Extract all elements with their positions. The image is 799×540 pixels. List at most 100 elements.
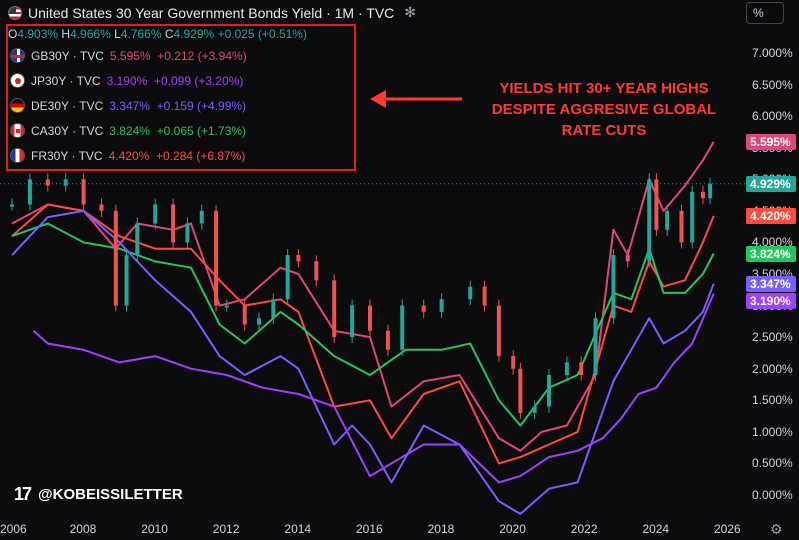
- candle[interactable]: [611, 255, 616, 319]
- uk-flag-icon: [10, 48, 25, 63]
- price-tag: 5.595%: [746, 133, 796, 150]
- candle[interactable]: [496, 305, 501, 357]
- candle[interactable]: [124, 255, 129, 306]
- open-label: O: [8, 27, 18, 41]
- candle[interactable]: [647, 179, 652, 262]
- candle[interactable]: [63, 179, 68, 186]
- y-tick-label: 2.500%: [752, 330, 793, 345]
- legend-symbol: JP30Y · TVC: [31, 73, 101, 88]
- chart-header: United States 30 Year Government Bonds Y…: [8, 4, 416, 21]
- candle[interactable]: [350, 305, 355, 338]
- candle[interactable]: [547, 375, 551, 407]
- candle[interactable]: [665, 210, 670, 230]
- series-candles-us30y[interactable]: [10, 173, 713, 419]
- x-tick-label: 2018: [427, 522, 455, 536]
- candle[interactable]: [700, 191, 705, 199]
- candle[interactable]: [332, 280, 337, 338]
- candle[interactable]: [593, 318, 598, 376]
- series-line-jp30y[interactable]: [32, 293, 715, 484]
- legend-item-jp30y[interactable]: JP30Y · TVC 3.190% +0.099 (+3.20%): [10, 73, 243, 88]
- legend-symbol: CA30Y · TVC: [31, 123, 104, 138]
- candle[interactable]: [708, 183, 713, 199]
- candle[interactable]: [285, 255, 290, 300]
- tradingview-logo-icon: 17: [14, 484, 32, 504]
- candle[interactable]: [113, 210, 118, 306]
- candle[interactable]: [564, 362, 569, 376]
- legend-highlight-box: [6, 24, 356, 171]
- price-tag: 4.420%: [746, 207, 796, 224]
- candle[interactable]: [153, 204, 158, 224]
- legend-item-de30y[interactable]: DE30Y · TVC 3.347% +0.159 (+4.99%): [10, 98, 246, 113]
- x-tick-label: 2026: [714, 522, 741, 536]
- candle[interactable]: [271, 299, 276, 319]
- settings-gear-icon[interactable]: ⚙: [770, 521, 783, 537]
- candle[interactable]: [81, 179, 86, 205]
- change-value: +0.025 (+0.51%): [217, 27, 307, 41]
- watermark-handle: @KOBEISSILETTER: [38, 486, 183, 503]
- candle[interactable]: [439, 299, 444, 312]
- y-tick-label: 1.500%: [752, 393, 793, 408]
- candle[interactable]: [135, 223, 140, 256]
- legend-item-ca30y[interactable]: CA30Y · TVC 3.824% +0.065 (+1.73%): [10, 123, 246, 138]
- candle[interactable]: [224, 305, 229, 308]
- candle[interactable]: [257, 318, 262, 325]
- legend-symbol: DE30Y · TVC: [31, 98, 104, 113]
- y-tick-label: 2.000%: [752, 361, 793, 376]
- annotation-line: YIELDS HIT 30+ YEAR HIGHS: [499, 80, 709, 97]
- candle[interactable]: [214, 210, 219, 306]
- legend-item-gb30y[interactable]: GB30Y · TVC 5.595% +0.212 (+3.94%): [10, 48, 247, 63]
- settings-icon[interactable]: ✻: [404, 4, 417, 20]
- candle[interactable]: [171, 204, 176, 243]
- legend-values: 4.420% +0.284 (+6.87%): [108, 148, 246, 163]
- price-tag: 3.824%: [746, 245, 796, 262]
- series-line-fr30y[interactable]: [11, 203, 715, 465]
- candle[interactable]: [511, 356, 516, 369]
- us-flag-icon: [8, 5, 22, 20]
- price-tag: 3.347%: [746, 275, 796, 292]
- x-tick-label: 2016: [356, 522, 383, 536]
- candle[interactable]: [385, 330, 390, 350]
- legend-values: 3.190% +0.099 (+3.20%): [106, 73, 244, 88]
- candle[interactable]: [400, 305, 405, 350]
- x-tick-label: 2010: [141, 522, 168, 536]
- candle[interactable]: [518, 368, 523, 413]
- candle[interactable]: [27, 179, 32, 205]
- legend-symbol: GB30Y · TVC: [31, 48, 104, 63]
- series-line-ca30y[interactable]: [11, 222, 715, 427]
- candle[interactable]: [242, 305, 247, 325]
- scale-toggle-button[interactable]: %: [746, 2, 784, 24]
- x-tick-label: 2006: [0, 522, 27, 536]
- candle[interactable]: [654, 179, 659, 230]
- candle[interactable]: [314, 261, 319, 281]
- annotation-line: RATE CUTS: [561, 122, 647, 139]
- candle[interactable]: [679, 210, 684, 243]
- candle[interactable]: [468, 286, 473, 300]
- candle[interactable]: [368, 305, 372, 331]
- legend-values: 3.824% +0.065 (+1.73%): [109, 123, 247, 138]
- france-flag-icon: [10, 148, 25, 163]
- candle[interactable]: [421, 305, 426, 312]
- candle[interactable]: [690, 191, 695, 243]
- candle[interactable]: [532, 406, 537, 413]
- candle[interactable]: [99, 204, 104, 211]
- series-line-de30y[interactable]: [11, 209, 715, 515]
- candle[interactable]: [579, 362, 584, 376]
- x-tick-label: 2014: [284, 522, 312, 536]
- y-tick-label: 0.000%: [752, 488, 793, 502]
- candle[interactable]: [10, 204, 14, 207]
- candle[interactable]: [482, 286, 487, 306]
- x-tick-label: 2008: [69, 522, 97, 536]
- candle[interactable]: [199, 210, 204, 224]
- y-tick-label: 0.500%: [752, 456, 793, 471]
- canada-flag-icon: [10, 123, 25, 138]
- x-tick-label: 2024: [642, 522, 670, 536]
- open-value: 4.903%: [17, 27, 59, 41]
- chart-title: United States 30 Year Government Bonds Y…: [28, 4, 395, 21]
- candle[interactable]: [296, 255, 301, 262]
- germany-flag-icon: [10, 98, 25, 113]
- candle[interactable]: [625, 255, 630, 262]
- legend-item-fr30y[interactable]: FR30Y · TVC 4.420% +0.284 (+6.87%): [10, 148, 245, 163]
- candle[interactable]: [45, 179, 50, 186]
- candle[interactable]: [185, 223, 190, 243]
